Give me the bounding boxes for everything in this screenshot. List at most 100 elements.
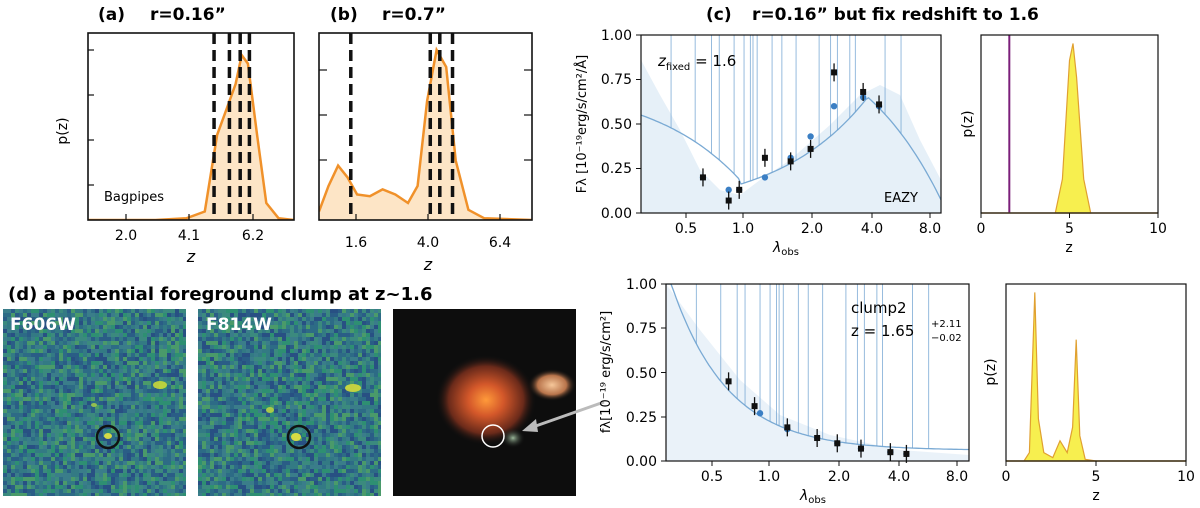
pixel <box>266 353 270 357</box>
pixel <box>362 361 366 365</box>
pixel <box>163 457 167 461</box>
pixel <box>282 417 286 421</box>
pixel <box>167 457 171 461</box>
pixel <box>155 361 159 365</box>
pixel <box>202 321 206 325</box>
pixel <box>115 397 119 401</box>
pixel <box>330 493 334 496</box>
pixel <box>151 309 155 313</box>
pixel <box>374 361 378 365</box>
pixel <box>123 393 127 397</box>
pixel <box>370 457 374 461</box>
pixel <box>366 345 370 349</box>
pixel <box>115 369 119 373</box>
pixel <box>350 333 354 337</box>
pixel <box>91 329 95 333</box>
pixel <box>222 421 226 425</box>
pixel <box>266 469 270 473</box>
pixel <box>179 353 183 357</box>
pixel <box>282 345 286 349</box>
pixel <box>366 365 370 369</box>
pixel <box>107 389 111 393</box>
pixel <box>302 409 306 413</box>
pixel <box>238 449 242 453</box>
pixel <box>274 469 278 473</box>
pixel <box>171 429 175 433</box>
pixel <box>135 397 139 401</box>
pixel <box>262 473 266 477</box>
pixel <box>242 401 246 405</box>
pixel <box>23 429 27 433</box>
pixel <box>326 385 330 389</box>
pixel <box>15 429 19 433</box>
pixel <box>226 481 230 485</box>
pixel <box>282 329 286 333</box>
pixel <box>143 373 147 377</box>
pixel <box>135 329 139 333</box>
pixel <box>230 413 234 417</box>
pixel <box>250 405 254 409</box>
pixel <box>262 469 266 473</box>
pixel <box>358 421 362 425</box>
pixel <box>290 373 294 377</box>
pixel <box>159 445 163 449</box>
pixel <box>266 349 270 353</box>
pixel <box>159 417 163 421</box>
pixel <box>326 393 330 397</box>
pixel <box>250 441 254 445</box>
pixel <box>43 405 47 409</box>
pixel <box>23 441 27 445</box>
observed-point <box>699 174 706 181</box>
pixel <box>378 349 381 353</box>
pixel <box>175 349 179 353</box>
pixel <box>35 425 39 429</box>
pixel <box>274 481 278 485</box>
pixel <box>143 317 147 321</box>
pixel <box>135 453 139 457</box>
pixel <box>342 493 346 496</box>
annotation-eazy: EAZY <box>884 191 918 206</box>
pixel <box>59 465 63 469</box>
pixel <box>306 393 310 397</box>
pixel <box>7 309 11 313</box>
pixel <box>226 465 230 469</box>
pixel <box>35 453 39 457</box>
pixel <box>163 309 167 313</box>
pixel <box>183 405 186 409</box>
pixel <box>378 489 381 493</box>
pixel <box>91 369 95 373</box>
pixel <box>290 333 294 337</box>
pixel <box>151 433 155 437</box>
pixel <box>274 381 278 385</box>
pixel <box>171 365 175 369</box>
pixel <box>19 409 23 413</box>
pixel <box>290 317 294 321</box>
pixel <box>330 317 334 321</box>
pixel <box>366 389 370 393</box>
pixel <box>346 493 350 496</box>
pixel <box>338 453 342 457</box>
pixel <box>55 457 59 461</box>
pixel <box>314 321 318 325</box>
pixel <box>282 413 286 417</box>
pixel <box>298 341 302 345</box>
pixel <box>238 457 242 461</box>
pixel <box>378 361 381 365</box>
pixel <box>218 365 222 369</box>
pixel <box>290 393 294 397</box>
pixel <box>147 485 151 489</box>
pixel <box>322 493 326 496</box>
pixel <box>51 445 55 449</box>
pixel <box>274 445 278 449</box>
pixel <box>198 393 202 397</box>
pixel <box>294 357 298 361</box>
pixel <box>87 453 91 457</box>
pixel <box>107 377 111 381</box>
pixel <box>75 429 79 433</box>
pixel <box>330 453 334 457</box>
pixel <box>127 393 131 397</box>
pixel <box>35 409 39 413</box>
pixel <box>210 453 214 457</box>
pixel <box>354 425 358 429</box>
pixel <box>206 425 210 429</box>
